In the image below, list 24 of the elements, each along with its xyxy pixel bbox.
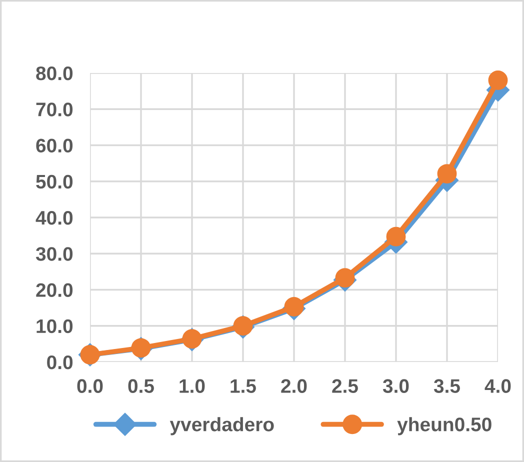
point — [437, 164, 457, 184]
y-tick-label: 10.0 — [36, 319, 73, 334]
legend-label: yheun0.50 — [397, 417, 492, 436]
x-tick-label: 2.5 — [332, 379, 358, 393]
y-tick-label: 60.0 — [36, 138, 73, 152]
y-tick-label: 40.0 — [36, 210, 73, 225]
point — [386, 226, 406, 246]
y-tick-label: 30.0 — [36, 247, 73, 261]
y-tick-label: 0.0 — [47, 355, 73, 370]
x-tick-label: 0.0 — [77, 379, 103, 393]
x-tick-label: 3.5 — [434, 379, 460, 393]
y-tick-label: 50.0 — [36, 174, 73, 189]
y-tick-label: 80.0 — [36, 66, 73, 80]
x-tick-label: 1.5 — [230, 379, 256, 393]
x-tick-label: 2.0 — [281, 379, 307, 393]
point — [335, 268, 355, 288]
y-tick-label: 70.0 — [36, 102, 73, 116]
y-tick-label: 20.0 — [36, 283, 73, 297]
point — [488, 70, 508, 90]
legend-label: yverdadero — [170, 417, 274, 436]
x-tick-label: 0.5 — [128, 379, 154, 393]
x-tick-label: 4.0 — [484, 379, 511, 393]
x-tick-label: 3.0 — [382, 379, 409, 393]
x-tick-label: 1.0 — [180, 379, 205, 393]
